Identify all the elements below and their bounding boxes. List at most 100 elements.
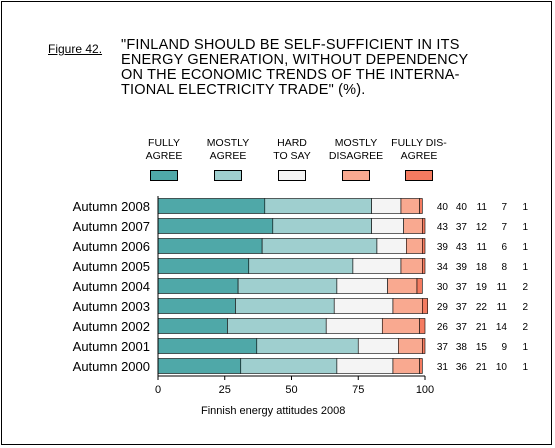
data-label: 1 xyxy=(522,242,528,253)
data-label: 38 xyxy=(456,342,468,353)
data-label: 12 xyxy=(476,222,488,233)
bar-segment xyxy=(357,338,399,354)
data-label: 22 xyxy=(476,302,488,313)
bar-segment xyxy=(422,218,426,234)
data-label: 39 xyxy=(437,242,449,253)
bar-segment xyxy=(422,338,426,354)
bar-segment xyxy=(157,298,236,314)
data-label: 34 xyxy=(437,262,449,273)
legend-swatch xyxy=(342,170,370,181)
x-tick-label: 50 xyxy=(285,384,297,396)
data-label: 26 xyxy=(437,322,449,333)
data-label: 39 xyxy=(456,262,468,273)
bar-segment xyxy=(157,278,239,294)
data-label: 40 xyxy=(437,202,449,213)
data-label: 37 xyxy=(437,342,449,353)
bar-segment xyxy=(325,318,383,334)
bar-segment xyxy=(381,318,420,334)
bar-segment xyxy=(419,198,423,214)
data-label: 37 xyxy=(456,222,468,233)
bar-segment xyxy=(397,338,423,354)
category-label: Autumn 2001 xyxy=(73,339,150,354)
bar-segment xyxy=(422,238,426,254)
category-label: Autumn 2008 xyxy=(73,199,150,214)
data-label: 2 xyxy=(522,302,528,313)
bar-segment xyxy=(272,218,372,234)
category-label: Autumn 2004 xyxy=(73,279,150,294)
x-tick-label: 75 xyxy=(352,384,364,396)
title-line-3: ON THE ECONOMIC TRENDS OF THE INTERNA- xyxy=(121,67,460,83)
data-label: 7 xyxy=(501,202,507,213)
legend-label-line2: AGREE xyxy=(145,150,183,162)
legend-swatch xyxy=(214,170,242,181)
data-label: 1 xyxy=(522,362,528,373)
data-label: 37 xyxy=(456,322,468,333)
data-label: 15 xyxy=(476,342,488,353)
legend-label-line1: FULLY xyxy=(148,137,180,149)
bar-segment xyxy=(387,278,418,294)
bar-segment xyxy=(240,358,338,374)
bar-segment xyxy=(400,258,423,274)
bar-segment xyxy=(392,358,420,374)
data-label: 11 xyxy=(497,282,508,293)
bar-segment xyxy=(336,278,388,294)
data-label: 11 xyxy=(497,302,508,313)
bar-segment xyxy=(256,338,359,354)
data-label: 36 xyxy=(456,362,468,373)
title-line-4: TIONAL ELECTRICITY TRADE" (%). xyxy=(121,82,366,98)
bar-segment xyxy=(333,298,394,314)
bar-segment xyxy=(237,278,338,294)
data-label: 11 xyxy=(477,242,488,253)
category-label: Autumn 2003 xyxy=(73,299,150,314)
data-label: 1 xyxy=(522,222,528,233)
x-tick-label: 100 xyxy=(416,384,434,396)
figure-label: Figure 42. xyxy=(48,42,103,56)
data-label: 21 xyxy=(476,362,488,373)
bar-segment xyxy=(248,258,354,274)
bar-segment xyxy=(376,238,407,254)
bar-segment xyxy=(157,198,266,214)
legend-fully-agree: FULLY AGREE xyxy=(124,137,204,181)
data-label: 14 xyxy=(496,322,508,333)
data-label: 43 xyxy=(456,242,468,253)
legend-label-line1: HARD xyxy=(277,137,307,149)
data-label: 8 xyxy=(501,262,507,273)
bar-segment xyxy=(235,298,335,314)
x-tick-label: 0 xyxy=(155,384,161,396)
data-label: 2 xyxy=(522,282,528,293)
data-label: 1 xyxy=(522,202,528,213)
bar-segment xyxy=(400,198,420,214)
bar-segment xyxy=(419,318,426,334)
legend-swatch xyxy=(278,170,306,181)
bar-segment xyxy=(422,298,428,314)
category-label: Autumn 2005 xyxy=(73,259,150,274)
legend-hard-to-say: HARD TO SAY xyxy=(252,137,332,181)
bar-segment xyxy=(422,258,426,274)
legend-label-line1: MOSTLY xyxy=(206,137,250,149)
bar-segment xyxy=(352,258,402,274)
bar-segment xyxy=(336,358,394,374)
bar-segment xyxy=(157,258,250,274)
x-tick-label: 25 xyxy=(219,384,231,396)
footnote: Finnish energy attitudes 2008 xyxy=(201,405,346,417)
category-label: Autumn 2002 xyxy=(73,319,150,334)
data-label: 7 xyxy=(501,222,507,233)
legend-fully-disagree: FULLY DIS- AGREE xyxy=(379,137,459,181)
figure-title: "FINLAND SHOULD BE SELF-SUFFICIENT IN IT… xyxy=(121,38,511,98)
title-line-1: "FINLAND SHOULD BE SELF-SUFFICIENT IN IT… xyxy=(121,37,460,53)
data-label: 1 xyxy=(522,342,528,353)
bar-segment xyxy=(406,238,423,254)
category-label: Autumn 2006 xyxy=(73,239,150,254)
bar-segment xyxy=(419,358,423,374)
category-label: Autumn 2000 xyxy=(73,359,150,374)
bar-segment xyxy=(264,198,372,214)
legend-label-line1: FULLY DIS- xyxy=(391,137,447,149)
data-label: 1 xyxy=(522,262,528,273)
legend-swatch xyxy=(150,170,178,181)
data-label: 29 xyxy=(437,302,449,313)
data-label: 37 xyxy=(456,282,468,293)
data-label: 19 xyxy=(476,282,488,293)
bar-segment xyxy=(157,338,258,354)
